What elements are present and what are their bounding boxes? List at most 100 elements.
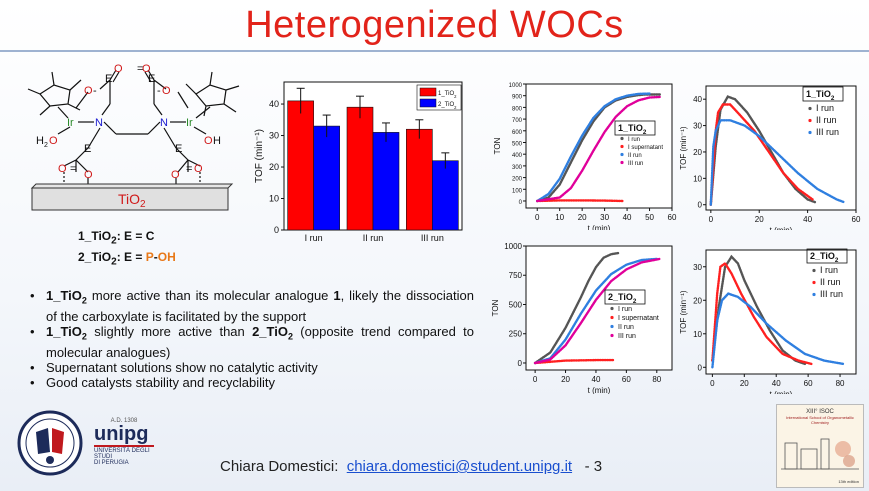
author-name: Chiara Domestici:	[220, 458, 339, 475]
chart-label: 2_TiO2	[810, 251, 839, 264]
series-line	[709, 119, 846, 206]
svg-text:-: -	[93, 85, 97, 97]
legend-label: I run	[820, 265, 838, 275]
legend-label: II run	[820, 277, 841, 287]
legend-marker	[620, 144, 624, 149]
bar	[432, 160, 459, 231]
plot-area	[525, 83, 673, 209]
svg-text:O: O	[162, 85, 171, 97]
legend-swatch	[419, 98, 437, 108]
series-line	[709, 103, 814, 206]
y-tick-label: 10	[693, 174, 702, 183]
legend-label: 2_TiO2	[438, 102, 457, 110]
y-tick-label: 0	[698, 201, 703, 210]
chart-label: 1_TiO2	[618, 123, 647, 136]
x-axis-title: t (min)	[588, 386, 611, 394]
svg-text:E: E	[148, 73, 155, 85]
x-axis-title: t (min)	[588, 224, 611, 230]
y-tick-label: 100	[512, 188, 523, 194]
y-tick-label: 600	[512, 130, 523, 136]
svg-text:=: =	[186, 163, 192, 175]
compound-1-label: 1_TiO2: E = C	[78, 229, 155, 247]
svg-text:E: E	[84, 143, 91, 155]
svg-text:=: =	[70, 163, 76, 175]
legend-label: I run	[618, 306, 632, 313]
y-tick-label: 800	[512, 106, 523, 112]
legend-label: III run	[820, 289, 843, 299]
series-line	[533, 257, 662, 365]
svg-text:O: O	[49, 135, 58, 147]
compound-2-label: 2_TiO2: E = P-OH	[78, 250, 176, 268]
y-tick-label: 30	[693, 263, 702, 272]
x-tick-label: 30	[600, 213, 609, 222]
y-tick-label: 30	[693, 122, 702, 131]
x-tick-label: 60	[852, 215, 861, 224]
legend-marker	[812, 280, 816, 285]
x-axis-title: t (min)	[770, 390, 793, 394]
y-tick-label: 250	[509, 330, 523, 339]
x-tick-label: 40	[803, 215, 812, 224]
legend-marker	[620, 136, 624, 141]
bar	[313, 125, 340, 231]
legend-label: III run	[618, 333, 636, 340]
y-tick-label: 700	[512, 118, 523, 124]
x-tick-label: 0	[533, 375, 538, 384]
svg-text:E: E	[175, 143, 182, 155]
chart-label-box	[604, 289, 646, 305]
bar	[372, 132, 400, 231]
x-tick-label: 60	[804, 379, 813, 388]
svg-text:2: 2	[44, 142, 48, 149]
y-axis-title: TOF (min⁻¹)	[679, 290, 688, 334]
x-tick-label: 0	[710, 379, 715, 388]
x-tick-label: 60	[668, 213, 677, 222]
y-tick-label: 300	[512, 165, 523, 171]
category-label: I run	[305, 233, 323, 243]
bullet-3: Supernatant solutions show no catalytic …	[28, 360, 474, 375]
svg-text:E: E	[105, 73, 112, 85]
svg-text:O: O	[171, 169, 180, 181]
y-tick-label: 0	[519, 200, 523, 206]
y-tick-label: 1000	[509, 83, 523, 89]
plot-area	[525, 245, 673, 371]
svg-text:=: =	[137, 63, 143, 75]
y-tick-label: 40	[693, 95, 702, 104]
y-tick-label: 0	[518, 359, 523, 368]
chart-label-box	[806, 248, 848, 264]
x-tick-label: 40	[772, 379, 781, 388]
y-tick-label: 40	[269, 99, 279, 109]
legend-label: I run	[628, 137, 640, 143]
tof-chart-2-tio2: 0 20 40 60 80 0 10 20 30 t (min) TOF (min⁻¹) 2_TiO2…	[679, 248, 857, 394]
tof-bar-chart: 0 10 20 30 40 TOF (min⁻¹) I run II run III run 1_…	[254, 81, 463, 243]
legend-label: I run	[816, 103, 834, 113]
series-line	[536, 95, 663, 203]
author-email-link[interactable]: chiara.domestici@student.unipg.it	[346, 458, 573, 475]
y-tick-label: 1000	[504, 242, 522, 251]
x-tick-label: 20	[561, 375, 570, 384]
y-axis-title: TON	[491, 299, 500, 316]
x-tick-label: 20	[740, 379, 749, 388]
svg-text:O: O	[142, 63, 151, 75]
support-label: TiO2	[118, 191, 146, 210]
bar	[346, 106, 374, 231]
y-tick-label: 750	[509, 271, 523, 280]
chart-label-box	[802, 86, 844, 102]
y-tick-label: 500	[512, 141, 523, 147]
bar	[406, 128, 433, 231]
svg-text:O: O	[204, 135, 213, 147]
svg-text:-: -	[157, 85, 161, 97]
x-tick-label: 0	[709, 215, 714, 224]
svg-text:H: H	[213, 135, 221, 147]
y-tick-label: 200	[512, 177, 523, 183]
category-label: II run	[363, 233, 384, 243]
page-number: - 3	[584, 458, 603, 475]
svg-text:O: O	[84, 85, 93, 97]
legend-marker	[808, 130, 812, 135]
y-tick-label: 20	[269, 162, 279, 172]
series-line	[536, 92, 651, 203]
bar	[287, 100, 314, 231]
legend-marker	[610, 324, 614, 329]
series-line	[533, 251, 621, 365]
bullet-1: 1_TiO2 more active than its molecular an…	[28, 288, 474, 324]
y-tick-label: 20	[693, 148, 702, 157]
